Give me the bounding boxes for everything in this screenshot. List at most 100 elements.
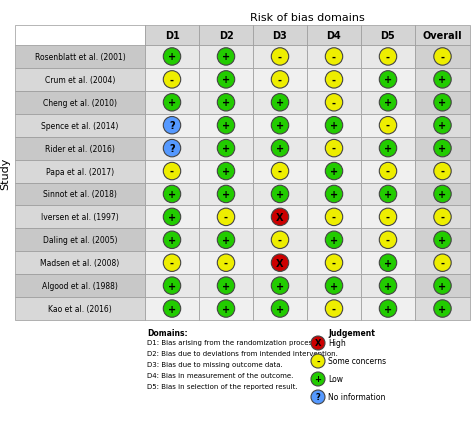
Circle shape	[325, 163, 343, 180]
Circle shape	[271, 209, 289, 226]
Text: -: -	[224, 212, 228, 222]
Bar	[15, 92, 145, 114]
Bar	[415, 298, 470, 320]
Text: Madsen et al. (2008): Madsen et al. (2008)	[40, 258, 119, 267]
Bar	[307, 274, 361, 298]
Text: +: +	[438, 281, 447, 291]
Bar	[15, 274, 145, 298]
Bar	[253, 206, 307, 229]
Bar	[199, 229, 253, 252]
Bar	[145, 69, 199, 92]
Bar	[415, 274, 470, 298]
Circle shape	[379, 277, 397, 295]
Text: +: +	[276, 144, 284, 154]
Circle shape	[217, 140, 235, 157]
Circle shape	[434, 186, 451, 203]
Text: Papa et al. (2017): Papa et al. (2017)	[46, 167, 114, 176]
Text: -: -	[332, 304, 336, 314]
Circle shape	[163, 300, 181, 317]
Text: No information: No information	[328, 393, 385, 402]
Circle shape	[271, 49, 289, 66]
Bar	[199, 160, 253, 183]
Text: D1: D1	[164, 31, 179, 41]
Circle shape	[434, 94, 451, 112]
Bar	[307, 26, 361, 46]
Text: +: +	[222, 144, 230, 154]
Bar	[253, 46, 307, 69]
Circle shape	[163, 186, 181, 203]
Circle shape	[434, 140, 451, 157]
Text: +: +	[168, 212, 176, 222]
Bar	[361, 26, 415, 46]
Circle shape	[271, 117, 289, 135]
Bar	[253, 252, 307, 274]
Bar	[145, 206, 199, 229]
Bar	[307, 183, 361, 206]
Bar	[253, 274, 307, 298]
Bar	[253, 183, 307, 206]
Bar	[361, 229, 415, 252]
Text: -: -	[386, 167, 390, 177]
Text: +: +	[222, 190, 230, 200]
Text: -: -	[332, 212, 336, 222]
Circle shape	[379, 71, 397, 89]
Circle shape	[379, 163, 397, 180]
Bar	[15, 137, 145, 160]
Circle shape	[271, 255, 289, 272]
Text: +: +	[384, 258, 392, 268]
Circle shape	[379, 209, 397, 226]
Bar	[361, 114, 415, 137]
Text: -: -	[332, 98, 336, 108]
Bar	[307, 206, 361, 229]
Bar	[361, 92, 415, 114]
Bar	[253, 298, 307, 320]
Circle shape	[311, 336, 325, 350]
Bar	[361, 183, 415, 206]
Circle shape	[379, 300, 397, 317]
Bar	[415, 183, 470, 206]
Text: +: +	[330, 190, 338, 200]
Circle shape	[271, 277, 289, 295]
Bar	[361, 274, 415, 298]
Bar	[361, 69, 415, 92]
Text: D5: D5	[381, 31, 395, 41]
Text: -: -	[440, 212, 445, 222]
Text: +: +	[222, 52, 230, 62]
Bar	[253, 69, 307, 92]
Circle shape	[217, 300, 235, 317]
Bar	[145, 137, 199, 160]
Circle shape	[271, 163, 289, 180]
Bar	[15, 114, 145, 137]
Text: -: -	[170, 167, 174, 177]
Circle shape	[271, 231, 289, 249]
Bar	[15, 298, 145, 320]
Text: Rosenblatt et al. (2001): Rosenblatt et al. (2001)	[35, 53, 126, 62]
Circle shape	[163, 277, 181, 295]
Circle shape	[325, 49, 343, 66]
Circle shape	[325, 255, 343, 272]
Text: +: +	[168, 235, 176, 245]
Bar	[307, 137, 361, 160]
Bar	[199, 252, 253, 274]
Circle shape	[217, 71, 235, 89]
Text: -: -	[386, 121, 390, 131]
Circle shape	[271, 71, 289, 89]
Bar	[15, 46, 145, 69]
Text: Some concerns: Some concerns	[328, 356, 386, 366]
Text: Study: Study	[0, 157, 10, 189]
Bar	[15, 69, 145, 92]
Text: D1: Bias arising from the randomization process.: D1: Bias arising from the randomization …	[147, 339, 318, 345]
Text: +: +	[276, 304, 284, 314]
Text: ?: ?	[169, 121, 175, 131]
Bar	[199, 69, 253, 92]
Text: +: +	[330, 167, 338, 177]
Text: +: +	[168, 190, 176, 200]
Bar	[361, 206, 415, 229]
Bar	[307, 252, 361, 274]
Text: +: +	[438, 75, 447, 85]
Bar	[415, 160, 470, 183]
Bar	[415, 252, 470, 274]
Text: +: +	[384, 144, 392, 154]
Bar	[253, 26, 307, 46]
Text: Rider et al. (2016): Rider et al. (2016)	[45, 144, 115, 153]
